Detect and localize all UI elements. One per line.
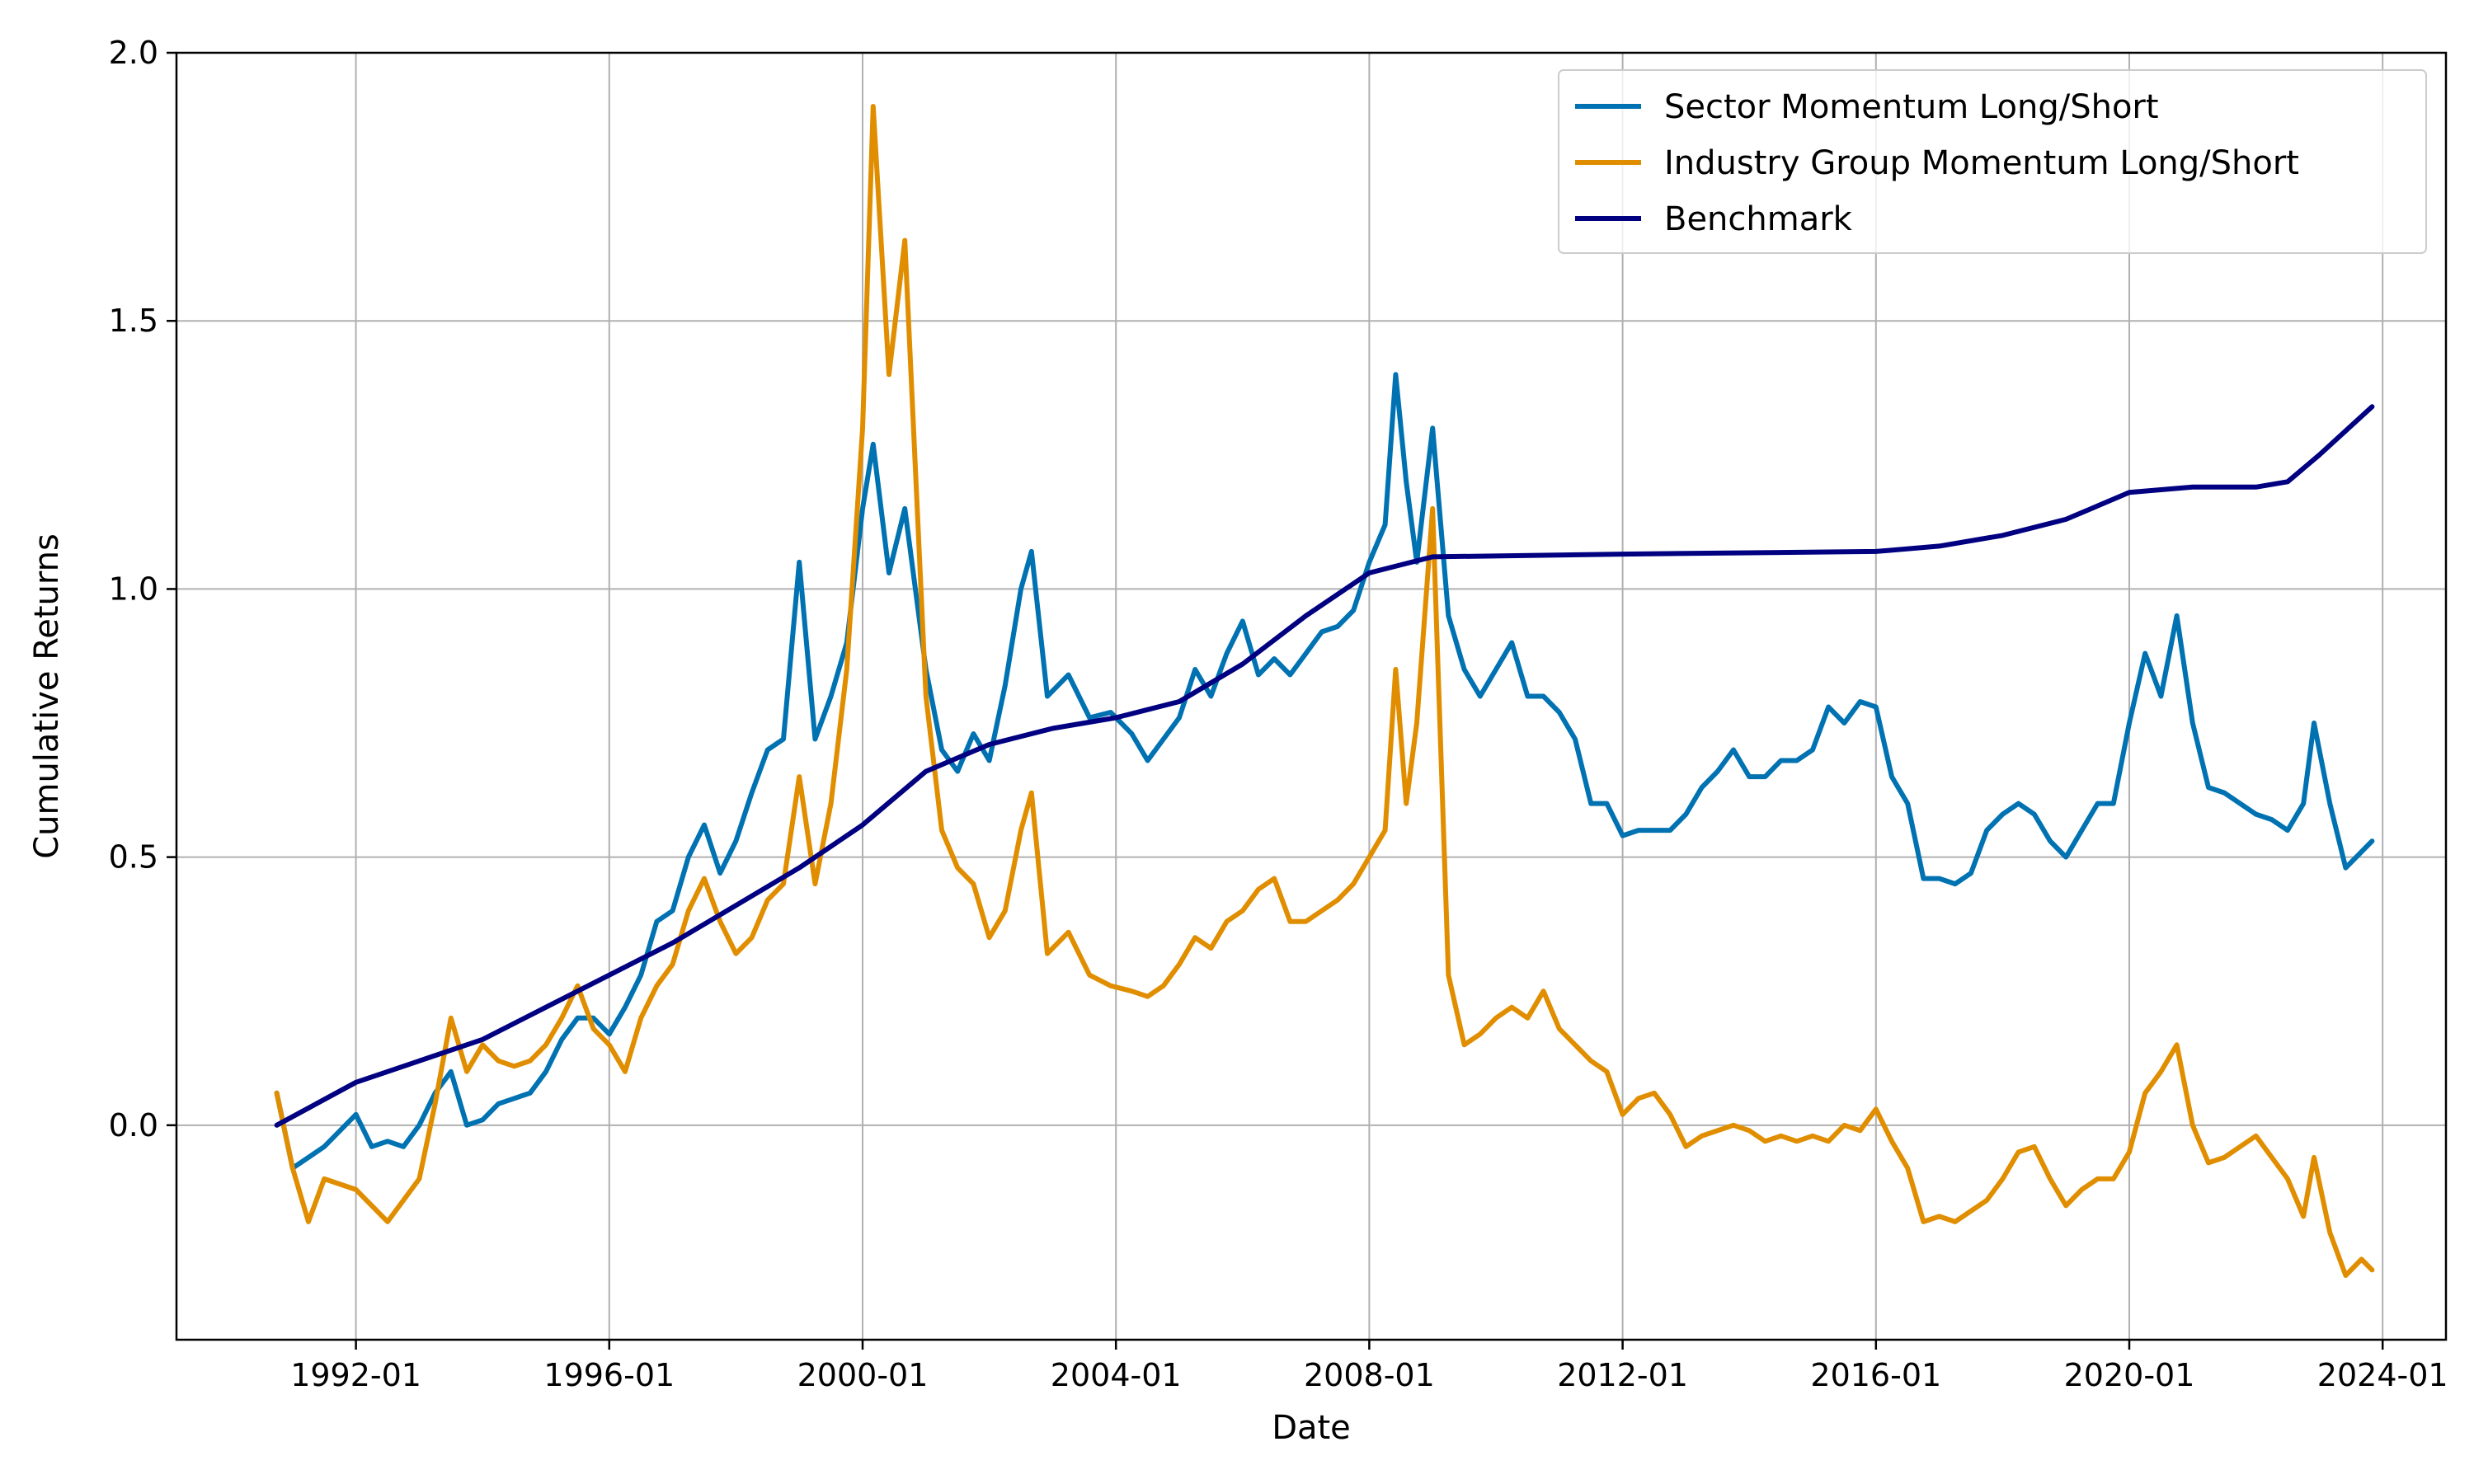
sector-line bbox=[274, 372, 2375, 1171]
y-tick-label: 2.0 bbox=[109, 35, 158, 71]
benchmark-line bbox=[274, 404, 2375, 1128]
y-axis-title: Cumulative Returns bbox=[28, 533, 66, 859]
y-tick-label: 0.5 bbox=[109, 839, 158, 876]
x-tick-label: 1996-01 bbox=[543, 1357, 675, 1393]
legend-label-sector: Sector Momentum Long/Short bbox=[1664, 88, 2159, 126]
x-tick-label: 2008-01 bbox=[1304, 1357, 1435, 1393]
plot-frame bbox=[175, 51, 2448, 1341]
x-tick-label: 1992-01 bbox=[290, 1357, 421, 1393]
x-tick-label: 2004-01 bbox=[1051, 1357, 1182, 1393]
legend: Sector Momentum Long/Short Industry Grou… bbox=[1558, 69, 2427, 254]
x-tick-label: 2012-01 bbox=[1557, 1357, 1688, 1393]
industry-line bbox=[274, 104, 2375, 1278]
y-tick-label: 0.0 bbox=[109, 1107, 158, 1144]
y-tick-label: 1.0 bbox=[109, 571, 158, 607]
legend-label-industry: Industry Group Momentum Long/Short bbox=[1664, 144, 2299, 182]
x-axis-title: Date bbox=[1272, 1409, 1351, 1447]
legend-label-benchmark: Benchmark bbox=[1664, 200, 1853, 238]
x-tick-label: 2020-01 bbox=[2064, 1357, 2195, 1393]
x-tick-label: 2000-01 bbox=[797, 1357, 929, 1393]
x-tick-label: 2024-01 bbox=[2317, 1357, 2448, 1393]
legend-box bbox=[1558, 69, 2427, 254]
x-tick-label: 2016-01 bbox=[1810, 1357, 1941, 1393]
series-lines bbox=[274, 104, 2375, 1278]
axis-ticks: 1992-01 1996-01 2000-01 2004-01 2008-01 2012-… bbox=[109, 35, 2448, 1393]
y-tick-label: 1.5 bbox=[109, 303, 158, 339]
